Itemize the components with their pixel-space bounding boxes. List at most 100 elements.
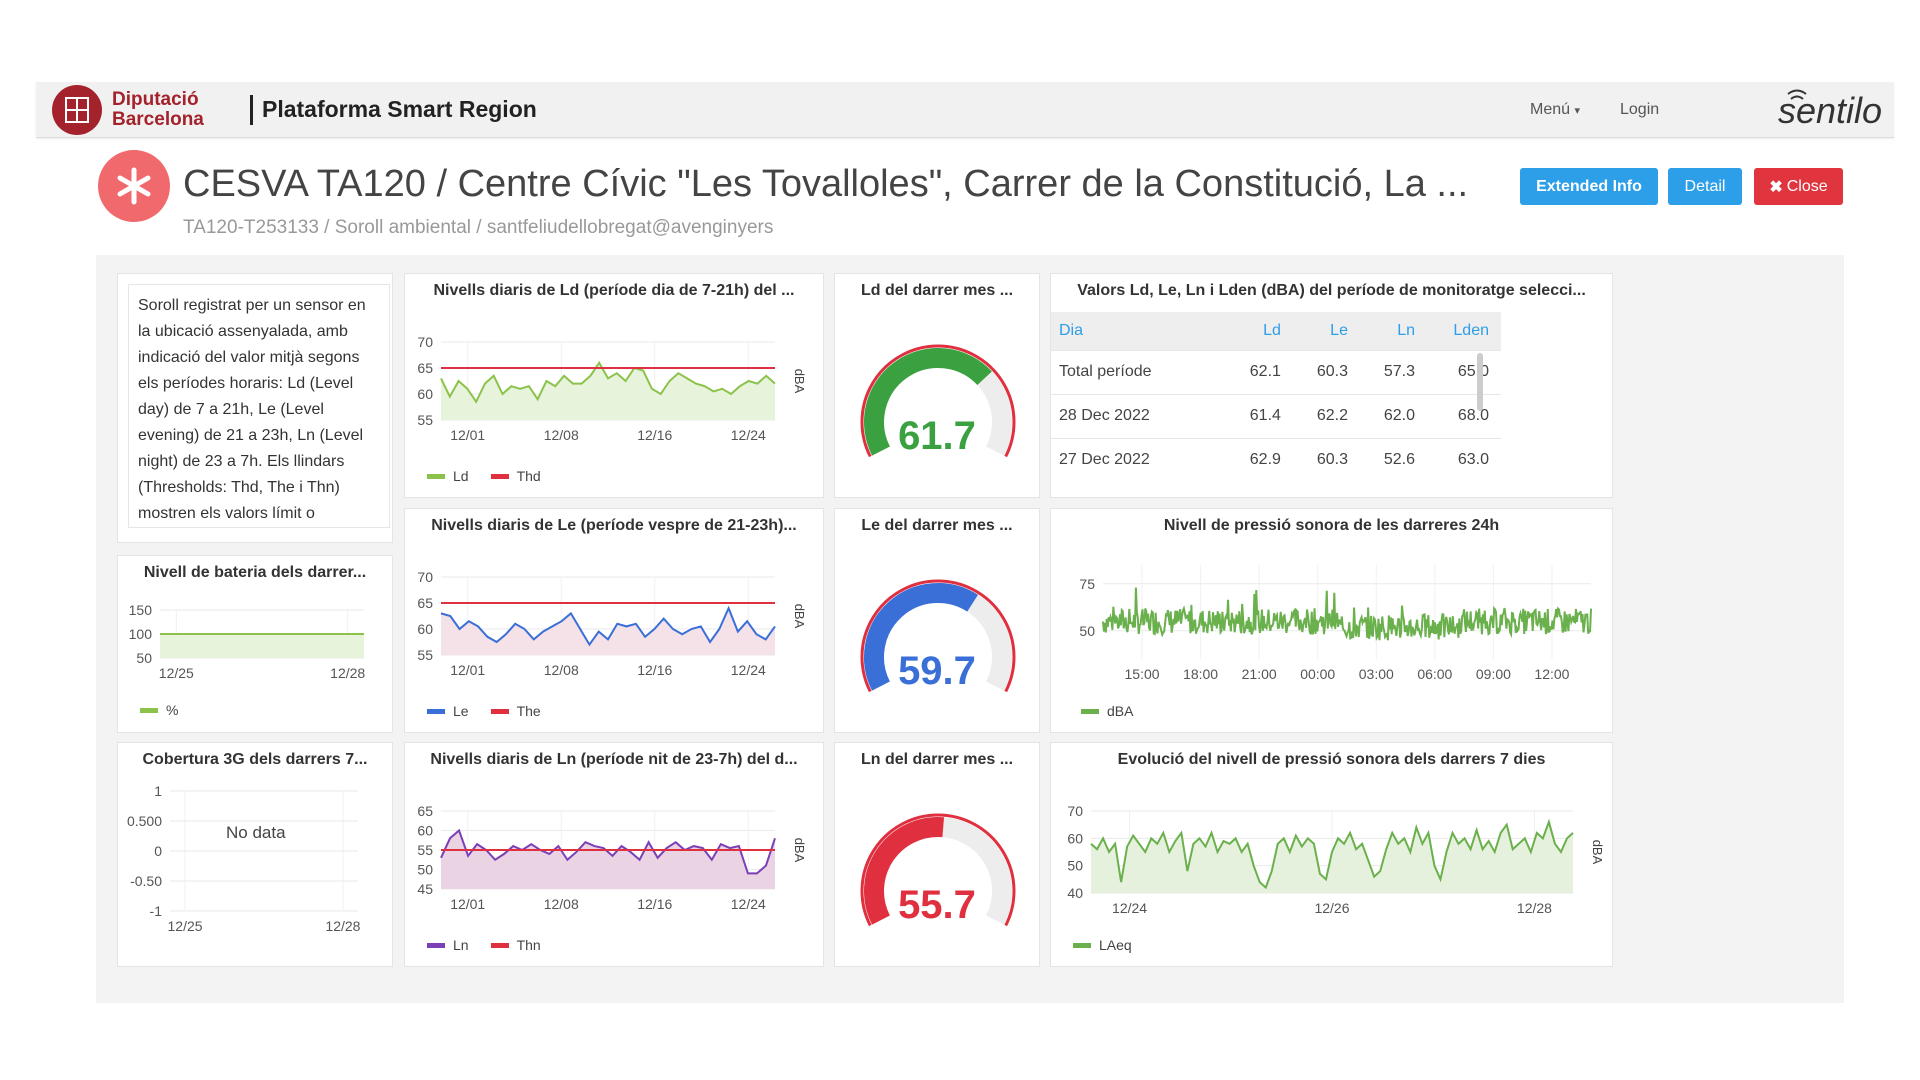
x-tick-label: 12/24 [731,662,766,678]
last24h-chart: 75 50 15:00 18:00 21:00 00:00 03:00 06:00 09:00 1… [1079,565,1592,682]
page-title: CESVA TA120 / Centre Cívic "Les Tovallol… [183,163,1469,205]
x-tick-label: 12/28 [330,665,365,681]
x-tick-label: 12/25 [168,918,203,934]
y-tick-label: 60 [417,621,433,637]
series-line [440,360,776,404]
week-legend[interactable]: LAeq [1073,937,1146,953]
y-tick-label: 0 [154,843,162,859]
y-axis-label: dBA [792,604,807,629]
x-tick-label: 12/16 [637,427,672,443]
ld-title: Nivells diaris de Ld (període dia de 7-2… [433,282,795,299]
x-tick-label: 12:00 [1534,666,1569,682]
ln-gauge-value: 55.7 [898,883,976,927]
logo-line1: Diputació [112,89,199,110]
coverage-panel: Cobertura 3G dels darrers 7... 1 0.500 0 -0… [117,742,393,967]
page-subtitle: TA120-T253133 / Soroll ambiental / santf… [183,217,774,238]
x-tick-label: 18:00 [1183,666,1218,682]
x-tick-label: 12/28 [1517,900,1552,916]
battery-legend[interactable]: % [140,702,192,718]
close-button[interactable]: ✖ Close [1754,168,1843,205]
y-tick-label: -0.50 [130,873,162,889]
y-tick-label: 1 [154,783,162,799]
table-cell: Total període [1051,349,1226,394]
values-table-panel: Valors Ld, Le, Ln i Lden (dBA) del perío… [1050,273,1613,498]
y-tick-label: 60 [1067,830,1083,846]
x-tick-label: 12/24 [731,896,766,912]
le-legend[interactable]: Le The [427,703,555,719]
ld-chart: 70 65 60 55 12/01 12/08 12/16 12/24 dBA [417,334,807,443]
last24h-title: Nivell de pressió sonora de les darreres… [1163,517,1500,534]
ln-legend[interactable]: Ln Thn [427,937,555,953]
x-tick-label: 09:00 [1476,666,1511,682]
gauge-fill [864,348,992,456]
table-cell: 62.9 [1225,437,1293,482]
last24h-legend[interactable]: dBA [1081,703,1147,719]
ld-gauge [860,344,1016,458]
y-tick-label: 70 [1067,803,1083,819]
y-tick-label: 50 [1067,858,1083,874]
battery-chart: 150 100 50 12/25 12/28 [129,602,366,681]
battery-panel: Nivell de bateria dels darrer... 150 100 5… [117,555,393,733]
gauge-outline [860,813,1016,927]
x-tick-label: 12/16 [637,896,672,912]
table-cell: 28 Dec 2022 [1051,393,1226,438]
y-tick-label: -1 [150,903,163,919]
x-tick-label: 12/01 [450,896,485,912]
y-tick-label: 150 [129,602,153,618]
x-tick-label: 12/26 [1314,900,1349,916]
ld-legend[interactable]: Ld Thd [427,468,555,484]
platform-title[interactable]: Plataforma Smart Region [262,96,537,122]
login-link[interactable]: Login [1620,101,1660,118]
y-tick-label: 50 [1079,623,1095,639]
svg-text:sentilo: sentilo [1778,90,1882,131]
diputacio-logo[interactable] [52,85,102,135]
asterisk-icon [98,150,170,222]
ln-title: Nivells diaris de Ln (període nit de 23-… [430,751,798,768]
last24h-panel: Nivell de pressió sonora de les darreres… [1050,508,1613,733]
table-title: Valors Ld, Le, Ln i Lden (dBA) del perío… [1077,282,1586,299]
y-tick-label: 50 [136,650,152,666]
x-tick-label: 12/24 [731,427,766,443]
table-header[interactable]: Ln [1359,312,1428,350]
table-cell: 60.3 [1292,437,1360,482]
table-cell: 62.0 [1359,393,1428,438]
le-panel: Nivells diaris de Le (període vespre de … [404,508,824,733]
x-tick-label: 06:00 [1417,666,1452,682]
y-tick-label: 75 [1079,576,1095,592]
ld-panel: Nivells diaris de Ld (període dia de 7-2… [404,273,824,498]
le-gauge-value: 59.7 [898,649,976,693]
series-line [440,605,776,647]
series-area [441,362,775,420]
table-header[interactable]: Lden [1427,312,1501,350]
x-tick-label: 12/25 [159,665,194,681]
table-header[interactable]: Dia [1051,312,1226,350]
y-tick-label: 65 [417,595,433,611]
detail-button[interactable]: Detail [1668,168,1742,205]
table-cell: 65.0 [1427,349,1501,394]
extended-info-button[interactable]: Extended Info [1520,168,1658,205]
y-tick-label: 40 [1067,885,1083,901]
week-title: Evolució del nivell de pressió sonora de… [1117,751,1546,768]
x-tick-label: 12/01 [450,427,485,443]
table-scrollbar[interactable] [1477,353,1483,411]
caret-down-icon: ▾ [1574,105,1581,117]
ld-legend-label: Ld [453,468,469,484]
table-header[interactable]: Ld [1225,312,1293,350]
y-tick-label: 0.500 [127,813,162,829]
sentilo-logo[interactable]: sentilo [1776,88,1906,132]
ld-gauge-title: Ld del darrer mes ... [860,282,1014,299]
le-gauge [860,579,1016,693]
thn-legend-label: Thn [516,937,541,953]
y-tick-label: 55 [417,842,433,858]
x-tick-label: 12/08 [544,662,579,678]
series-area [441,830,775,889]
y-tick-label: 60 [417,823,433,839]
close-icon: ✖ [1769,178,1783,196]
ln-gauge-title: Ln del darrer mes ... [860,751,1014,768]
table-header[interactable]: Le [1292,312,1360,350]
week-chart: 70 60 50 40 12/24 12/26 12/28 dBA [1067,803,1605,916]
y-tick-label: 100 [129,626,153,642]
menu-dropdown[interactable]: Menú ▾ [1530,101,1580,119]
ln-panel: Nivells diaris de Ln (període nit de 23-… [404,742,824,967]
table-cell: 60.3 [1292,349,1360,394]
